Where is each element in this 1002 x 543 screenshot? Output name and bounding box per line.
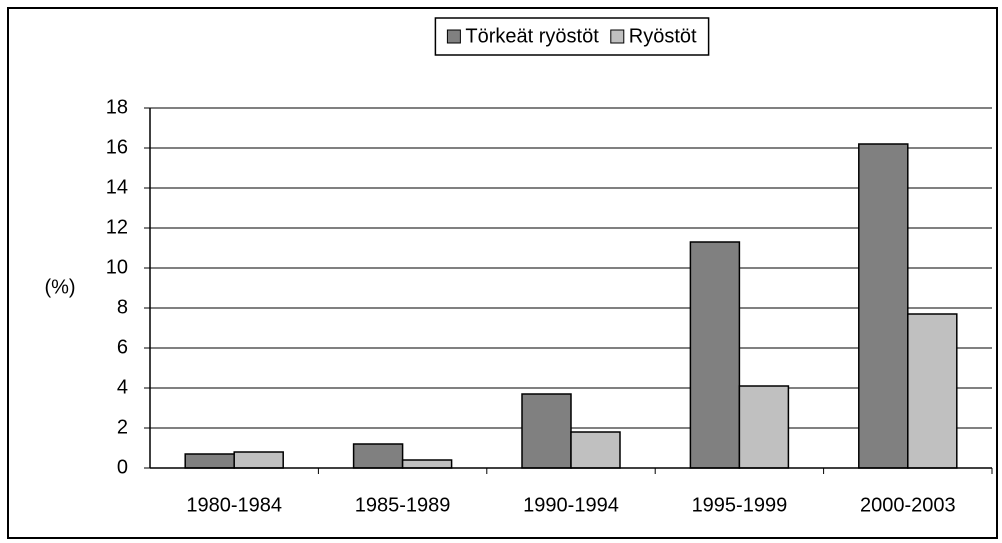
bar [352, 443, 404, 469]
x-tick-label: 1985-1989 [355, 494, 451, 516]
bar [858, 143, 909, 469]
bar [184, 453, 235, 469]
bar [689, 241, 741, 469]
chart-border [7, 7, 998, 539]
x-tick-label: 1990-1994 [523, 494, 619, 516]
legend-label: Törkeät ryöstöt [465, 25, 599, 47]
y-tick-label: 4 [117, 376, 128, 398]
y-tick-label: 14 [106, 176, 128, 198]
y-tick-label: 2 [117, 416, 128, 438]
x-tick-label: 1995-1999 [692, 494, 788, 516]
bar [570, 431, 621, 469]
bar [521, 393, 572, 469]
y-axis-label: (%) [44, 276, 75, 298]
y-tick-label: 6 [117, 336, 128, 358]
y-tick-label: 0 [117, 456, 128, 478]
y-tick-label: 10 [106, 256, 128, 278]
y-tick-label: 8 [117, 296, 128, 318]
legend-label: Ryöstöt [629, 25, 697, 47]
bar [907, 313, 958, 469]
y-tick-label: 16 [106, 136, 128, 158]
bar [401, 459, 453, 469]
legend-swatch [446, 29, 461, 44]
legend-swatch [610, 29, 625, 44]
legend [434, 17, 710, 56]
x-tick-label: 2000-2003 [860, 494, 956, 516]
x-tick-label: 1980-1984 [186, 494, 282, 516]
y-tick-label: 12 [106, 216, 128, 238]
y-tick-label: 18 [106, 96, 128, 118]
bar [738, 385, 790, 469]
bar [233, 451, 284, 469]
